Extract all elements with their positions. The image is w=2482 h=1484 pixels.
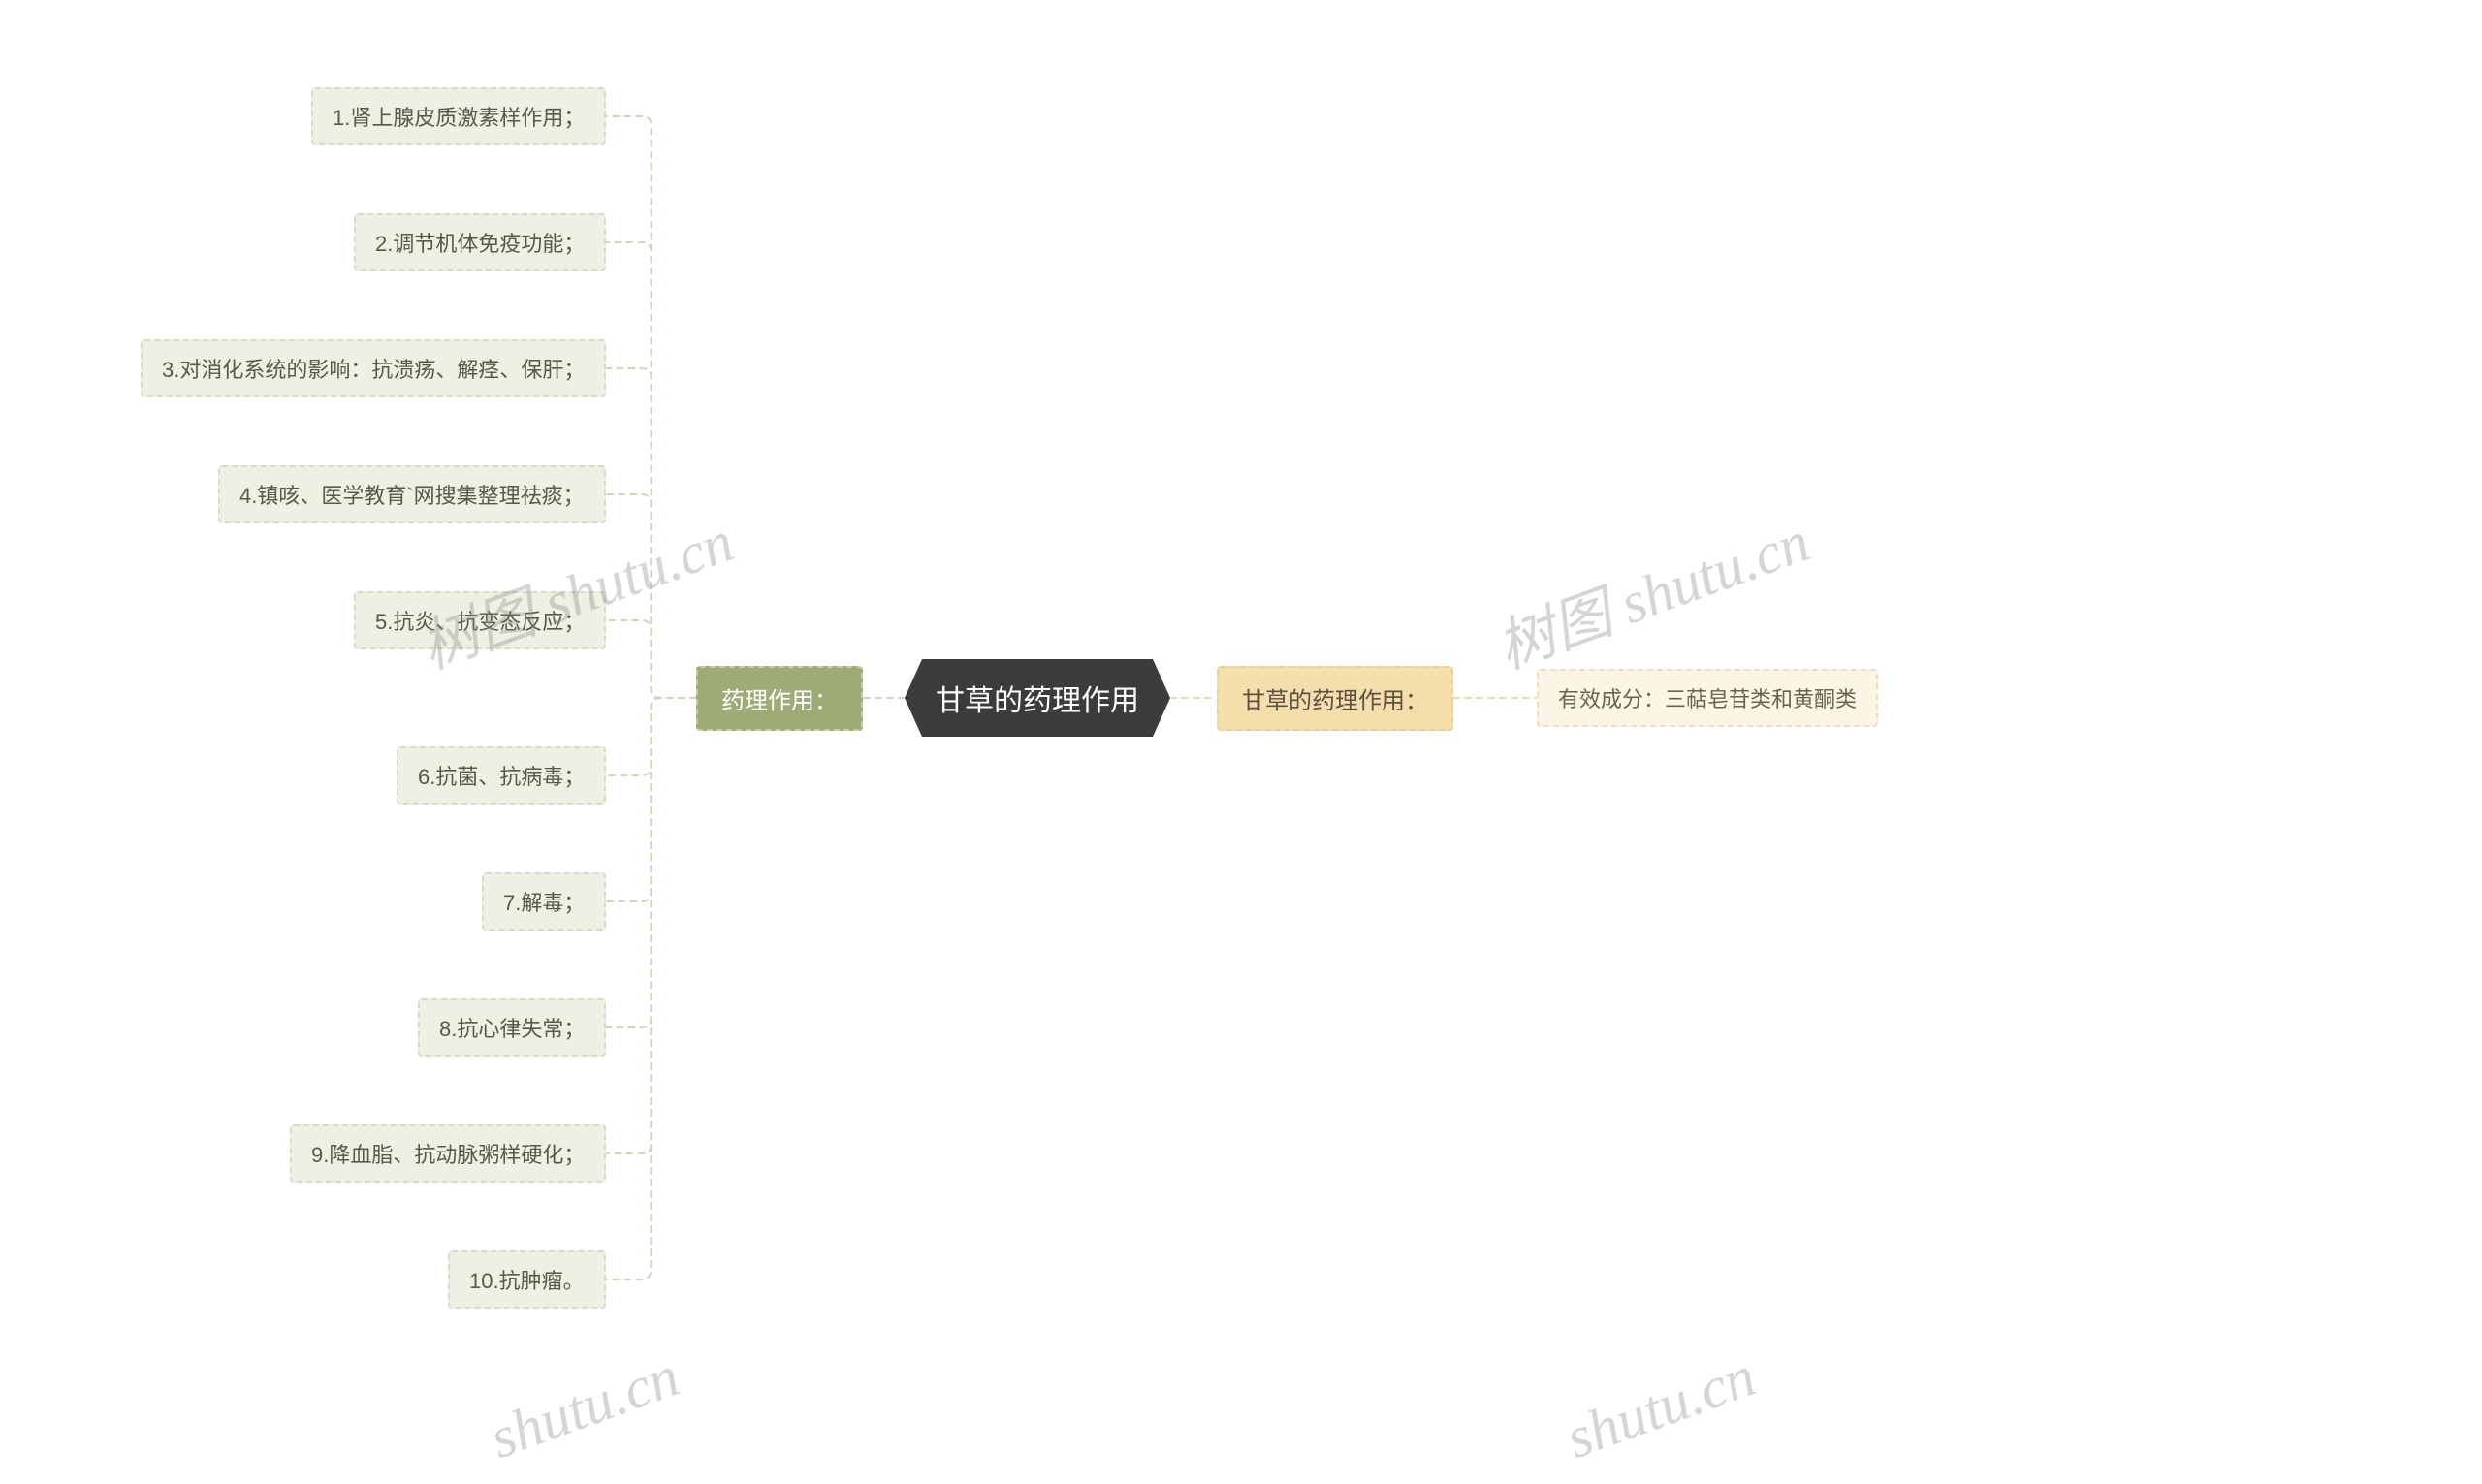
branch-left[interactable]: 药理作用：: [696, 666, 863, 731]
leaf-left-item[interactable]: 10.抗肿瘤。: [448, 1250, 606, 1309]
watermark: shutu.cn: [481, 1342, 687, 1472]
leaf-right-item[interactable]: 有效成分：三萜皂苷类和黄酮类: [1537, 669, 1878, 727]
leaf-left-item[interactable]: 4.镇咳、医学教育`网搜集整理祛痰；: [218, 465, 606, 523]
watermark: shutu.cn: [1557, 1342, 1764, 1472]
leaf-left-item[interactable]: 5.抗炎、抗变态反应；: [354, 591, 606, 649]
leaf-left-item[interactable]: 8.抗心律失常；: [418, 998, 606, 1057]
leaf-left-item[interactable]: 1.肾上腺皮质激素样作用；: [311, 87, 606, 145]
leaf-left-item[interactable]: 2.调节机体免疫功能；: [354, 213, 606, 271]
leaf-left-item[interactable]: 6.抗菌、抗病毒；: [397, 746, 606, 805]
leaf-left-item[interactable]: 3.对消化系统的影响：抗溃疡、解痉、保肝；: [141, 339, 606, 397]
leaf-left-item[interactable]: 9.降血脂、抗动脉粥样硬化；: [290, 1124, 606, 1183]
branch-right[interactable]: 甘草的药理作用：: [1217, 666, 1453, 731]
watermark: 树图 shutu.cn: [1483, 494, 1819, 685]
leaf-left-item[interactable]: 7.解毒；: [482, 872, 606, 931]
root-node[interactable]: 甘草的药理作用: [905, 659, 1170, 737]
